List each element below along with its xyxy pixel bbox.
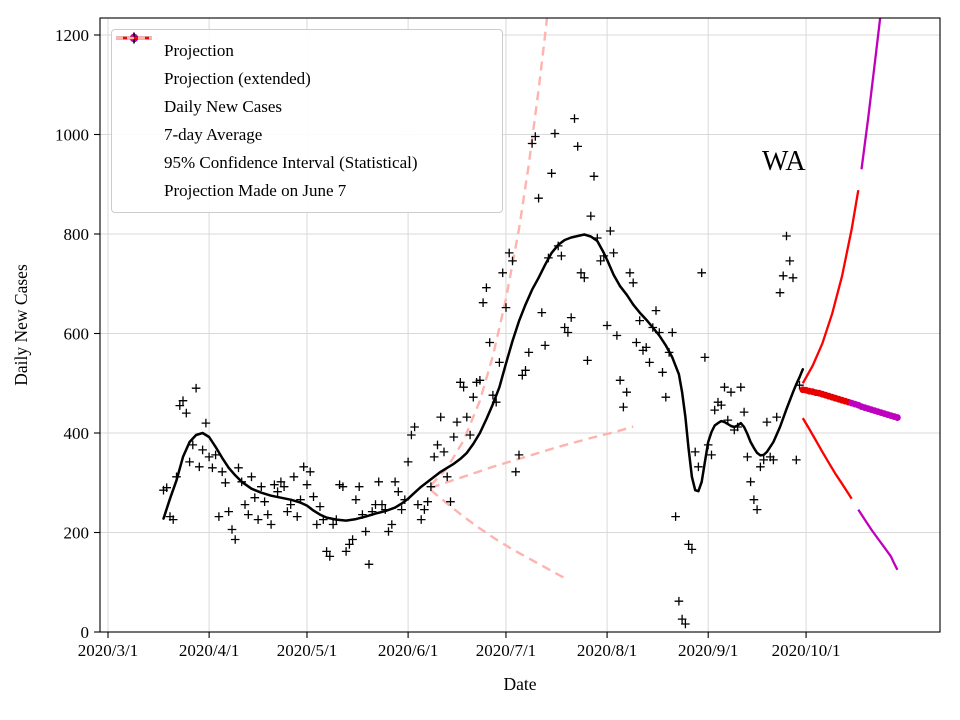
legend-label: Projection (extended) (164, 69, 311, 88)
seven-day-average-line (162, 233, 805, 522)
x-tick-label: 2020/10/1 (772, 641, 841, 660)
y-axis-label: Daily New Cases (11, 264, 31, 386)
y-tick-label: 200 (64, 524, 90, 543)
y-tick-label: 0 (81, 623, 90, 642)
legend-label: Projection Made on June 7 (164, 181, 347, 200)
june7-projection-mid-line (430, 425, 634, 489)
legend-item-daily-cases: Daily New Cases (120, 32, 492, 121)
june7-projection-upper-line (430, 18, 549, 487)
legend-label: 95% Confidence Interval (Statistical) (164, 153, 418, 172)
legend-label: 7-day Average (164, 125, 263, 144)
ci-lower-line (801, 417, 853, 500)
legend-item-7day-average: 7-day Average (116, 36, 492, 149)
data-series-layer (159, 18, 901, 629)
legend-item-confidence-interval: 95% Confidence Interval (Statistical) (116, 36, 492, 177)
y-tick-label: 400 (64, 424, 90, 443)
x-tick-label: 2020/9/1 (678, 641, 738, 660)
ci-upper-line (801, 190, 860, 384)
state-annotation: WA (762, 146, 806, 177)
legend-item-projection: Projection (120, 33, 492, 65)
x-tick-label: 2020/6/1 (378, 641, 438, 660)
ci-upper-extended-line (860, 18, 882, 170)
ci-lower-extended-line (857, 508, 899, 571)
y-tick-label: 600 (64, 325, 90, 344)
daily-new-cases-scatter (159, 114, 804, 629)
x-tick-label: 2020/8/1 (577, 641, 637, 660)
legend-label: Projection (164, 41, 234, 60)
y-tick-label: 1000 (55, 126, 89, 145)
x-tick-label: 2020/3/1 (78, 641, 138, 660)
legend-item-june7-projection: Projection Made on June 7 (116, 36, 492, 205)
axis-ticks: 2020/3/1 2020/4/1 2020/5/1 2020/6/1 2020/7/1… (55, 26, 841, 660)
x-tick-label: 2020/7/1 (476, 641, 536, 660)
legend-label: Daily New Cases (164, 97, 283, 116)
legend: Projection Projection (extended) Daily N… (111, 29, 503, 213)
x-tick-label: 2020/4/1 (179, 641, 239, 660)
plot-border (99, 17, 941, 633)
june7-projection-lower-line (430, 489, 569, 581)
y-tick-label: 800 (64, 225, 90, 244)
x-axis-label: Date (503, 674, 536, 694)
x-tick-label: 2020/5/1 (277, 641, 337, 660)
y-tick-label: 1200 (55, 26, 89, 45)
projection-extended-dot (894, 414, 901, 421)
legend-item-projection-extended: Projection (extended) (120, 33, 492, 93)
